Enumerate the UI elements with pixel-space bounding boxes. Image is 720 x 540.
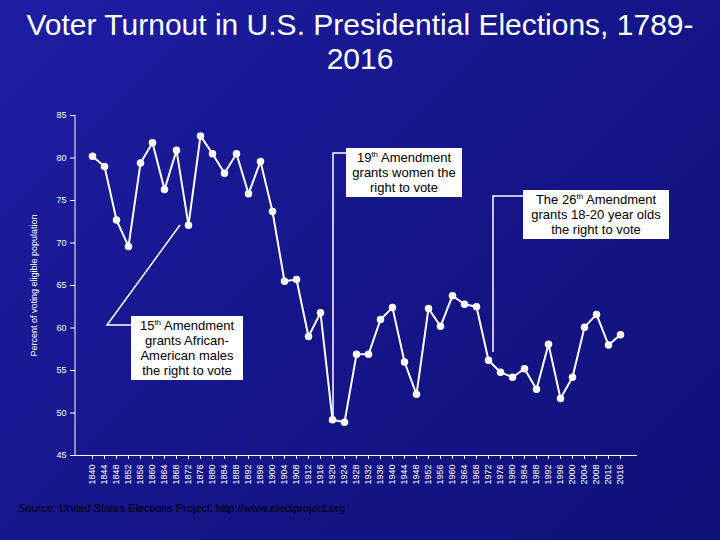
- svg-text:1864: 1864: [159, 465, 169, 485]
- svg-text:1980: 1980: [507, 465, 517, 485]
- svg-text:1940: 1940: [387, 465, 397, 485]
- svg-text:1920: 1920: [327, 465, 337, 485]
- svg-text:1876: 1876: [195, 465, 205, 485]
- svg-text:2000: 2000: [567, 465, 577, 485]
- svg-text:1844: 1844: [99, 465, 109, 485]
- html-text:Voter Turnout in U.S. Presiden: Voter Turnout in U.S. Presidential Elect…: [26, 8, 694, 75]
- html-text:Source: United States Election: Source: United States Elections Project.…: [18, 502, 346, 514]
- html-text:15thAmendment grants African-A: 15thAmendment grants African-American ma…: [139, 317, 235, 378]
- svg-text:1848: 1848: [111, 465, 121, 485]
- svg-text:1860: 1860: [147, 465, 157, 485]
- svg-text:70: 70: [56, 238, 66, 248]
- svg-text:1968: 1968: [471, 465, 481, 485]
- svg-text:75: 75: [56, 195, 66, 205]
- svg-text:1936: 1936: [375, 465, 385, 485]
- svg-text:45: 45: [56, 450, 66, 460]
- svg-text:1888: 1888: [231, 465, 241, 485]
- svg-text:1928: 1928: [351, 465, 361, 485]
- svg-text:55: 55: [56, 365, 66, 375]
- svg-text:1916: 1916: [315, 465, 325, 485]
- svg-text:1884: 1884: [219, 465, 229, 485]
- svg-text:1856: 1856: [135, 465, 145, 485]
- svg-text:1960: 1960: [447, 465, 457, 485]
- svg-text:2012: 2012: [603, 465, 613, 485]
- svg-text:1952: 1952: [423, 465, 433, 485]
- svg-text:60: 60: [56, 323, 66, 333]
- svg-text:1892: 1892: [243, 465, 253, 485]
- html-text:The 26thAmendment grants 18-20: The 26thAmendment grants 18-20 year olds…: [531, 191, 661, 237]
- svg-text:1992: 1992: [543, 465, 553, 485]
- svg-text:50: 50: [56, 408, 66, 418]
- svg-text:1880: 1880: [207, 465, 217, 485]
- svg-text:1840: 1840: [87, 465, 97, 485]
- svg-text:Percent of voting eligible pop: Percent of voting eligible population: [29, 214, 39, 356]
- svg-text:1908: 1908: [291, 465, 301, 485]
- svg-text:85: 85: [56, 110, 66, 120]
- svg-text:1944: 1944: [399, 465, 409, 485]
- svg-text:1948: 1948: [411, 465, 421, 485]
- svg-text:2008: 2008: [591, 465, 601, 485]
- svg-text:1900: 1900: [267, 465, 277, 485]
- svg-text:1996: 1996: [555, 465, 565, 485]
- svg-text:1852: 1852: [123, 465, 133, 485]
- html-text:19thAmendment grants women the: 19thAmendment grants women the right to …: [352, 149, 456, 195]
- svg-text:1904: 1904: [279, 465, 289, 485]
- svg-text:2004: 2004: [579, 465, 589, 485]
- svg-text:1956: 1956: [435, 465, 445, 485]
- svg-text:1872: 1872: [183, 465, 193, 485]
- svg-text:1988: 1988: [531, 465, 541, 485]
- svg-text:1868: 1868: [171, 465, 181, 485]
- svg-text:2016: 2016: [615, 465, 625, 485]
- svg-text:80: 80: [56, 153, 66, 163]
- svg-text:1964: 1964: [459, 465, 469, 485]
- svg-text:1932: 1932: [363, 465, 373, 485]
- svg-text:1972: 1972: [483, 465, 493, 485]
- svg-text:1896: 1896: [255, 465, 265, 485]
- svg-text:65: 65: [56, 280, 66, 290]
- svg-text:1924: 1924: [339, 465, 349, 485]
- svg-text:1912: 1912: [303, 465, 313, 485]
- svg-text:1976: 1976: [495, 465, 505, 485]
- svg-text:1984: 1984: [519, 465, 529, 485]
